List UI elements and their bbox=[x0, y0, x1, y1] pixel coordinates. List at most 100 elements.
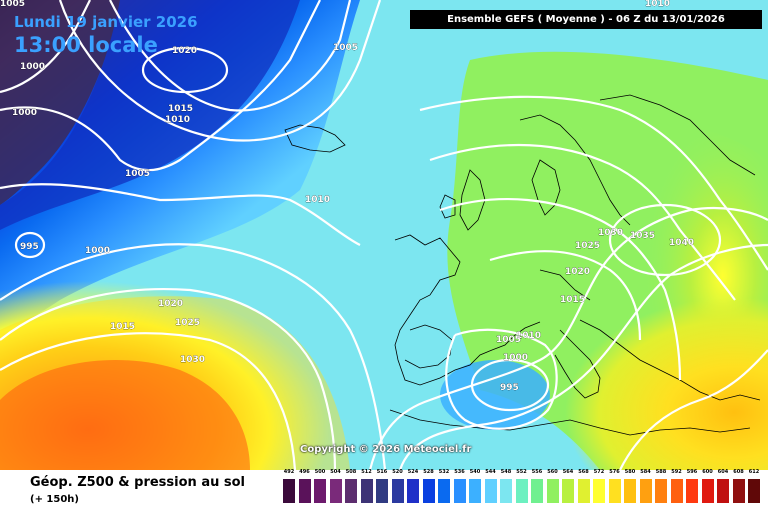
isobar-label: 1020 bbox=[172, 46, 197, 56]
isobar-label: 1020 bbox=[158, 299, 183, 309]
legend-swatch bbox=[686, 479, 698, 503]
legend-tick: 496 bbox=[299, 469, 310, 475]
legend-tick: 580 bbox=[624, 469, 636, 475]
isobar-label: 1025 bbox=[175, 318, 200, 328]
isobar-label: 995 bbox=[500, 383, 519, 393]
legend-swatch bbox=[624, 479, 636, 503]
forecast-hour: (+ 150h) bbox=[30, 494, 79, 505]
isobar-labels: 1020 1005 1000 1000 1015 1010 1005 1010 … bbox=[0, 0, 694, 393]
legend-swatch bbox=[608, 479, 621, 503]
legend-swatch bbox=[577, 479, 590, 503]
legend-swatch bbox=[484, 479, 497, 503]
legend-tick: 504 bbox=[330, 469, 341, 475]
legend-tick: 540 bbox=[469, 469, 481, 475]
legend-swatch bbox=[298, 479, 311, 503]
legend-swatch bbox=[655, 479, 667, 503]
legend-tick: 564 bbox=[562, 469, 574, 475]
legend-tick: 600 bbox=[702, 469, 713, 475]
legend-swatch bbox=[531, 479, 543, 503]
legend-swatch bbox=[360, 479, 373, 503]
legend-tick: 604 bbox=[717, 469, 729, 475]
isobar-label: 1025 bbox=[575, 241, 600, 251]
legend-tick: 528 bbox=[423, 469, 434, 475]
legend-swatch bbox=[391, 479, 404, 503]
legend-swatch bbox=[670, 479, 683, 503]
coastlines bbox=[284, 94, 761, 436]
isobar-label: 1005 bbox=[333, 43, 358, 53]
isobar-label: 1020 bbox=[565, 267, 590, 277]
isobar-label: 1015 bbox=[168, 104, 193, 114]
legend-swatch bbox=[732, 479, 745, 503]
high-core bbox=[0, 360, 250, 470]
legend-swatch bbox=[515, 479, 528, 503]
legend-tick: 492 bbox=[283, 469, 295, 475]
legend-tick: 584 bbox=[640, 469, 651, 475]
isobar-label: 1010 bbox=[165, 115, 190, 125]
isobar-label: 1035 bbox=[630, 231, 655, 241]
weather-map: 1020 1005 1000 1000 1015 1010 1005 1010 … bbox=[0, 0, 768, 470]
legend-swatch bbox=[593, 479, 605, 503]
legend-tick: 516 bbox=[376, 469, 388, 475]
legend-tick: 592 bbox=[671, 469, 682, 475]
map-title: Géop. Z500 & pression au sol bbox=[30, 475, 245, 490]
legend-swatch bbox=[453, 479, 466, 503]
isobar-label: 1000 bbox=[12, 108, 37, 118]
isobar-label: 1000 bbox=[85, 246, 110, 256]
legend-tick: 560 bbox=[547, 469, 558, 475]
isobar-label: 1030 bbox=[598, 228, 623, 238]
legend-tick: 568 bbox=[578, 469, 589, 475]
isobar-label: 1010 bbox=[645, 0, 670, 9]
isobar-label: 1005 bbox=[125, 169, 150, 179]
legend-swatch bbox=[376, 479, 388, 503]
isobar-label: 1030 bbox=[180, 355, 205, 365]
east-warm bbox=[430, 240, 768, 470]
legend-swatch bbox=[469, 479, 481, 503]
dark-blue-band bbox=[0, 0, 300, 230]
legend-swatch bbox=[701, 479, 714, 503]
legend-tick: 524 bbox=[407, 469, 419, 475]
isobar-label: 1010 bbox=[305, 195, 330, 205]
legend-tick: 588 bbox=[655, 469, 667, 475]
low-core bbox=[0, 0, 120, 205]
isobar-label: 1005 bbox=[496, 335, 521, 345]
isobar-label: 1000 bbox=[503, 353, 528, 363]
legend-swatch bbox=[562, 479, 574, 503]
legend-swatch bbox=[546, 479, 559, 503]
legend-tick: 608 bbox=[733, 469, 744, 475]
legend-tick: 536 bbox=[454, 469, 465, 475]
forecast-date: Lundi 19 janvier 2026 bbox=[14, 13, 198, 31]
legend-tick: 552 bbox=[516, 469, 527, 475]
legend-tick: 512 bbox=[361, 469, 372, 475]
legend-tick: 612 bbox=[748, 469, 760, 475]
isobar-label: 1040 bbox=[669, 238, 694, 248]
isobar-label: 1010 bbox=[516, 331, 541, 341]
legend-tick: 500 bbox=[314, 469, 326, 475]
forecast-time: 13:00 locale bbox=[14, 33, 158, 57]
isobar-label: 1015 bbox=[560, 295, 585, 305]
legend-tick: 544 bbox=[485, 469, 496, 475]
legend-swatch bbox=[500, 479, 512, 503]
legend-tick: 508 bbox=[345, 469, 357, 475]
model-run-label: Ensemble GEFS ( Moyenne ) - 06 Z du 13/0… bbox=[410, 10, 762, 29]
isobars bbox=[0, 0, 768, 470]
legend-tick: 548 bbox=[500, 469, 512, 475]
legend-swatch bbox=[639, 479, 652, 503]
legend-swatch bbox=[329, 479, 342, 503]
legend-tick: 572 bbox=[593, 469, 605, 475]
legend-swatch bbox=[407, 479, 419, 503]
med-low bbox=[440, 360, 550, 430]
legend-swatch bbox=[422, 479, 435, 503]
isobar-label: 1005 bbox=[0, 0, 25, 9]
legend-tick: 576 bbox=[609, 469, 620, 475]
legend-tick: 532 bbox=[438, 469, 450, 475]
legend-tick: 556 bbox=[531, 469, 543, 475]
legend-tick: 596 bbox=[686, 469, 698, 475]
isobar-label: 995 bbox=[20, 242, 39, 252]
legend-swatch bbox=[283, 479, 295, 503]
legend-swatch bbox=[345, 479, 357, 503]
isobar-label: 1000 bbox=[20, 62, 45, 72]
legend-tick: 520 bbox=[392, 469, 403, 475]
copyright: Copyright © 2026 Meteociel.fr bbox=[300, 444, 472, 455]
legend-swatch bbox=[748, 479, 760, 503]
legend-swatch bbox=[717, 479, 729, 503]
